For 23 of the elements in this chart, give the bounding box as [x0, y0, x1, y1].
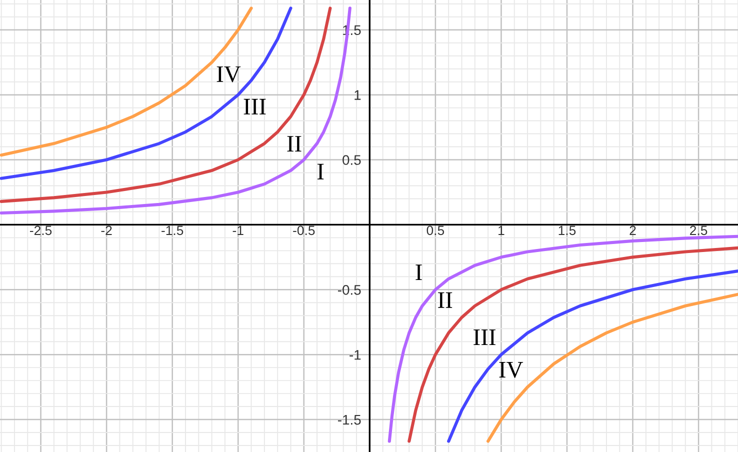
x-tick-label: -2 [101, 226, 112, 235]
y-tick-label: -0.5 [338, 284, 361, 295]
annotation: I [317, 164, 324, 180]
annotation: II [438, 292, 452, 308]
x-tick-label: -0.5 [293, 226, 315, 236]
x-tick-label: -1.5 [162, 226, 184, 236]
annotation: II [287, 136, 302, 152]
y-tick-label: 0.5 [342, 155, 361, 165]
annotation: IV [499, 362, 524, 378]
x-tick-label: 2 [630, 226, 636, 235]
annotation: I [416, 264, 422, 280]
y-tick-label: 1 [354, 90, 361, 100]
x-tick-label: 2.5 [690, 226, 708, 236]
x-tick-label: 1 [498, 226, 504, 235]
x-tick-label: 1.5 [558, 226, 576, 236]
annotation: III [474, 330, 496, 345]
y-tick-label: -1.5 [338, 415, 361, 425]
x-tick-label: -1 [232, 226, 244, 235]
x-tick-label: 0.5 [426, 226, 444, 236]
annotation: III [244, 98, 266, 114]
x-tick-label: -2.5 [30, 226, 52, 236]
y-tick-label: -1 [350, 350, 361, 360]
annotation: IV [216, 66, 241, 82]
